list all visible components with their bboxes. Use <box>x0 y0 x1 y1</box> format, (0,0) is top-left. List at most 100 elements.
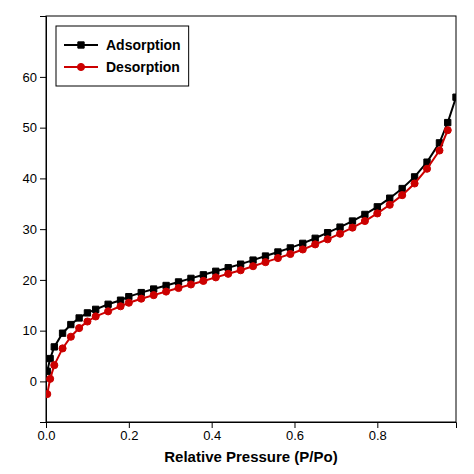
data-point <box>349 224 356 231</box>
data-point <box>51 362 58 369</box>
series-line <box>47 97 456 371</box>
data-point <box>336 230 343 237</box>
data-point <box>117 303 124 310</box>
data-point <box>59 330 65 336</box>
tick-mark <box>40 381 46 382</box>
data-point <box>337 224 343 230</box>
legend-marker <box>78 42 84 48</box>
tick: 0 <box>30 374 46 389</box>
data-point <box>84 318 91 325</box>
tick: 50 <box>23 120 46 135</box>
tick-mark <box>40 178 46 179</box>
legend-label: Desorption <box>106 59 180 75</box>
data-point <box>324 236 331 243</box>
tick-mark <box>212 422 213 428</box>
data-point <box>163 288 170 295</box>
tick-label: 20 <box>23 273 37 288</box>
data-point <box>84 310 90 316</box>
data-point <box>423 165 430 172</box>
data-point <box>76 315 82 321</box>
tick-mark <box>377 422 378 428</box>
data-point <box>68 321 74 327</box>
tick-label: 0.2 <box>120 428 138 443</box>
data-point <box>361 217 368 224</box>
tick-mark <box>129 422 130 428</box>
data-point <box>374 210 381 217</box>
tick-mark <box>40 77 46 78</box>
data-point <box>299 246 306 253</box>
data-point <box>387 195 393 201</box>
tick-mark <box>40 280 46 281</box>
tick-label: 0.4 <box>203 428 221 443</box>
tick-label: 10 <box>23 323 37 338</box>
tick-label: 0.0 <box>37 428 55 443</box>
data-point <box>453 94 456 100</box>
axis-line <box>47 423 457 429</box>
data-point <box>125 299 132 306</box>
data-point <box>92 313 99 320</box>
marks <box>46 94 456 398</box>
data-point <box>436 147 443 154</box>
data-point <box>399 185 405 191</box>
tick-label: 60 <box>23 70 37 85</box>
plot: 0.0 0.2 0.4 0.6 0.8 0 10 20 30 40 50 60 Adsorption De… <box>23 16 460 443</box>
data-point <box>374 204 380 210</box>
data-point <box>237 267 244 274</box>
tick: 20 <box>23 273 46 288</box>
legend-label: Adsorption <box>106 37 181 53</box>
tick-label: 0.8 <box>369 428 387 443</box>
plot-frame <box>46 16 456 422</box>
data-point <box>444 127 451 134</box>
data-point <box>187 281 194 288</box>
tick: 0.4 <box>203 422 221 443</box>
tick: 30 <box>23 222 46 237</box>
x-axis-title: Relative Pressure (P/Po) <box>164 448 337 465</box>
series-line <box>47 130 447 394</box>
data-point <box>46 391 51 398</box>
tick: 60 <box>23 70 46 85</box>
data-point <box>93 306 99 312</box>
tick-label: 50 <box>23 120 37 135</box>
data-point <box>200 277 207 284</box>
tick-label: 30 <box>23 222 37 237</box>
data-point <box>212 274 219 281</box>
y-axis: 0 10 20 30 40 50 60 <box>23 17 47 423</box>
data-point <box>349 218 355 224</box>
data-point <box>324 230 330 236</box>
tick: 0.6 <box>286 422 304 443</box>
data-point <box>262 259 269 266</box>
tick-mark <box>40 229 46 230</box>
data-point <box>51 344 57 350</box>
tick: 10 <box>23 323 46 338</box>
data-point <box>67 333 74 340</box>
data-point <box>445 119 451 125</box>
data-point <box>274 255 281 262</box>
data-point <box>225 270 232 277</box>
data-point <box>411 180 418 187</box>
tick-mark <box>40 128 46 129</box>
data-point <box>175 284 182 291</box>
chart: 0.0 0.2 0.4 0.6 0.8 0 10 20 30 40 50 60 Adsorption De… <box>0 0 474 474</box>
data-point <box>150 292 157 299</box>
data-point <box>138 295 145 302</box>
legend-marker <box>77 63 84 70</box>
tick: 40 <box>23 171 46 186</box>
data-point <box>46 368 50 374</box>
data-point <box>287 250 294 257</box>
data-point <box>312 241 319 248</box>
data-point <box>105 301 111 307</box>
data-point <box>250 263 257 270</box>
tick-label: 40 <box>23 171 37 186</box>
tick-mark <box>294 422 295 428</box>
data-point <box>399 192 406 199</box>
data-point <box>47 375 54 382</box>
legend: Adsorption Desorption <box>56 26 189 86</box>
data-point <box>76 325 83 332</box>
data-point <box>411 174 417 180</box>
x-axis: 0.0 0.2 0.4 0.6 0.8 <box>37 422 456 443</box>
tick-label: 0.6 <box>286 428 304 443</box>
data-point <box>105 308 112 315</box>
tick: 0.0 <box>37 422 55 443</box>
tick: 0.8 <box>369 422 387 443</box>
data-point <box>59 345 66 352</box>
